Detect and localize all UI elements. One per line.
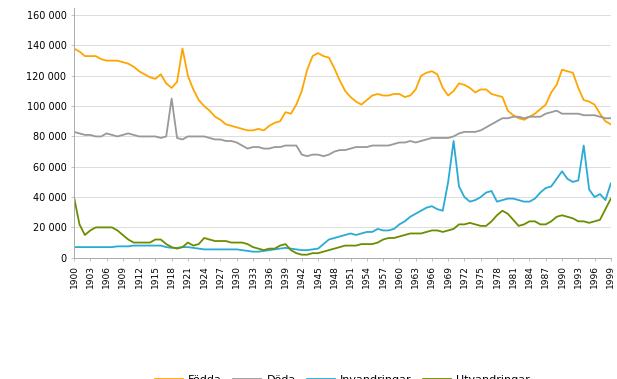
Födda [244,128,251,133]
Line: Födda: Födda [74,49,611,130]
Invandringar [249,249,257,254]
Utvandringar [195,242,202,246]
Födda [195,98,202,102]
Döda [179,137,186,142]
Födda [569,70,576,75]
Invandringar [450,139,457,143]
Line: Utvandringar: Utvandringar [74,197,611,255]
Utvandringar [70,195,78,199]
Utvandringar [607,196,615,201]
Invandringar [173,246,181,250]
Döda [201,134,208,139]
Döda [591,113,598,117]
Invandringar [607,181,615,186]
Invandringar [395,222,403,227]
Födda [173,80,181,84]
Utvandringar [586,221,593,225]
Döda [574,111,582,116]
Döda [304,154,311,158]
Utvandringar [569,216,576,221]
Döda [401,140,408,145]
Döda [607,116,615,121]
Döda [358,145,365,149]
Legend: Födda, Döda, Invandringar, Utvandringar: Födda, Döda, Invandringar, Utvandringar [151,371,534,379]
Invandringar [591,195,598,199]
Födda [70,46,78,51]
Line: Invandringar: Invandringar [74,141,611,252]
Invandringar [352,233,360,237]
Döda [70,130,78,134]
Utvandringar [173,246,181,251]
Födda [395,92,403,96]
Utvandringar [352,243,360,248]
Invandringar [574,178,582,183]
Utvandringar [395,234,403,239]
Döda [168,96,175,101]
Line: Döda: Döda [74,99,611,156]
Utvandringar [298,252,305,257]
Invandringar [195,246,202,251]
Födda [607,122,615,127]
Invandringar [70,245,78,249]
Födda [586,99,593,104]
Födda [352,99,360,104]
